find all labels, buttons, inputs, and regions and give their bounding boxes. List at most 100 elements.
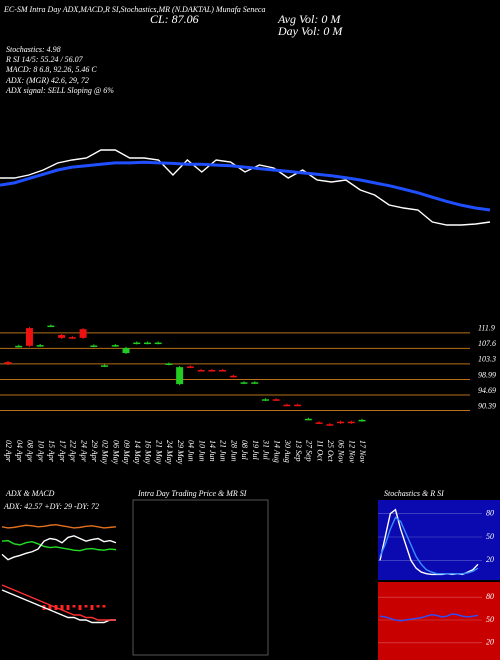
x-tick-label: 14 Jun bbox=[208, 440, 217, 462]
candle-body bbox=[4, 362, 12, 364]
series-line bbox=[1, 589, 116, 624]
x-tick-label: 27 Sep bbox=[305, 440, 314, 462]
panel-title: Stochastics & R SI bbox=[384, 489, 444, 498]
candle-body bbox=[143, 342, 151, 345]
candle-body bbox=[219, 370, 227, 372]
x-tick-label: 02 Apr bbox=[4, 440, 13, 463]
x-tick-label: 24 Apr bbox=[79, 440, 88, 463]
x-tick-label: 10 Jun bbox=[197, 440, 206, 462]
candle-body bbox=[90, 345, 98, 347]
y-tick-label: 50 bbox=[486, 532, 494, 541]
candle-body bbox=[165, 363, 173, 366]
x-tick-label: 16 May bbox=[144, 440, 153, 465]
x-tick-label: 22 Apr bbox=[69, 440, 78, 463]
candle-body bbox=[58, 334, 66, 338]
candle-body bbox=[208, 370, 216, 372]
y-tick-label: 94.69 bbox=[478, 386, 496, 395]
candle-body bbox=[111, 345, 119, 347]
x-tick-label: 15 Apr bbox=[47, 440, 56, 463]
series-line bbox=[379, 516, 479, 575]
histogram-bar bbox=[78, 605, 82, 610]
candle-body bbox=[358, 419, 366, 422]
candle-body bbox=[154, 342, 162, 345]
series-line bbox=[1, 584, 116, 621]
y-tick-label: 50 bbox=[486, 615, 494, 624]
x-tick-label: 11 Oct bbox=[315, 440, 324, 462]
x-tick-label: 14 Aug bbox=[272, 440, 281, 463]
candle-body bbox=[326, 424, 334, 426]
y-tick-label: 20 bbox=[486, 555, 494, 564]
x-tick-label: 28 Jun bbox=[229, 440, 238, 462]
panel-background bbox=[378, 500, 500, 580]
adx-label: ADX: (MGR) 42.6, 29, 72 bbox=[5, 76, 89, 85]
x-tick-label: 12 Nov bbox=[347, 440, 356, 463]
x-tick-label: 17 Apr bbox=[58, 440, 67, 463]
candle-body bbox=[337, 421, 345, 424]
candle-body bbox=[229, 375, 237, 378]
x-tick-label: 30 Aug bbox=[283, 439, 292, 463]
series-line bbox=[1, 524, 117, 529]
candle-body bbox=[36, 345, 44, 347]
candle-body bbox=[283, 404, 291, 407]
panel-background bbox=[378, 582, 500, 660]
series-line bbox=[0, 149, 491, 226]
y-tick-label: 107.6 bbox=[478, 339, 496, 348]
candle-body bbox=[25, 328, 33, 346]
y-tick-label: 80 bbox=[486, 592, 494, 601]
histogram-bar bbox=[102, 605, 106, 608]
x-tick-label: 04 Apr bbox=[15, 440, 24, 463]
candle-body bbox=[197, 370, 205, 372]
x-tick-label: 13 Sep bbox=[294, 440, 303, 462]
x-tick-label: 06 Nov bbox=[337, 440, 346, 463]
x-tick-label: 06 May bbox=[111, 440, 120, 465]
series-line bbox=[0, 160, 491, 212]
stochastics-label: Stochastics: 4.98 bbox=[6, 45, 61, 54]
x-tick-label: 19 Jul bbox=[251, 440, 260, 461]
histogram-bar bbox=[66, 605, 70, 610]
candle-body bbox=[251, 382, 259, 384]
y-tick-label: 90.39 bbox=[478, 401, 496, 410]
candle-body bbox=[272, 399, 280, 401]
x-tick-label: 29 Apr bbox=[90, 440, 99, 463]
histogram-bar bbox=[96, 605, 100, 608]
candle-body bbox=[15, 345, 23, 348]
candle-body bbox=[101, 365, 109, 367]
series-line bbox=[379, 613, 479, 622]
header-title: EC-SM Intra Day ADX,MACD,R SI,Stochastic… bbox=[3, 5, 265, 14]
histogram-bar bbox=[60, 605, 64, 610]
macd-label: MACD: 8 6.8, 92.26, 5.46 C bbox=[5, 65, 97, 74]
x-tick-label: 10 Apr bbox=[36, 440, 45, 463]
x-tick-label: 21 May bbox=[154, 440, 163, 465]
intraday-frame bbox=[132, 499, 269, 656]
candle-body bbox=[68, 337, 76, 339]
x-tick-label: 29 May bbox=[176, 440, 185, 465]
series-line bbox=[1, 535, 117, 561]
x-tick-label: 02 May bbox=[101, 440, 110, 465]
close-label: CL: 87.06 bbox=[150, 12, 199, 26]
x-tick-label: 04 Jun bbox=[187, 440, 196, 462]
histogram-bar bbox=[90, 605, 94, 610]
x-tick-label: 25 Oct bbox=[326, 440, 335, 462]
y-tick-label: 20 bbox=[486, 638, 494, 647]
histogram-bar bbox=[48, 605, 52, 610]
candle-body bbox=[294, 404, 302, 407]
panel-label: ADX: 42.57 +DY: 29 -DY: 72 bbox=[3, 502, 99, 511]
x-tick-label: 21 Jun bbox=[219, 440, 228, 462]
candle-body bbox=[347, 421, 355, 424]
y-tick-label: 111.9 bbox=[478, 324, 495, 333]
candle-body bbox=[240, 382, 248, 384]
candle-body bbox=[122, 347, 130, 354]
candle-body bbox=[79, 329, 87, 338]
y-tick-label: 80 bbox=[486, 508, 494, 517]
day-vol: Day Vol: 0 M bbox=[277, 24, 343, 38]
x-tick-label: 17 Nov bbox=[358, 440, 367, 463]
candle-body bbox=[261, 399, 269, 401]
x-tick-label: 14 May bbox=[133, 440, 142, 465]
panel-title: ADX & MACD bbox=[5, 489, 55, 498]
y-tick-label: 98.99 bbox=[478, 370, 496, 379]
candle-body bbox=[133, 342, 141, 345]
histogram-bar bbox=[72, 605, 76, 608]
x-tick-label: 24 May bbox=[165, 440, 174, 465]
panel-title: Intra Day Trading Price & MR SI bbox=[137, 489, 247, 498]
